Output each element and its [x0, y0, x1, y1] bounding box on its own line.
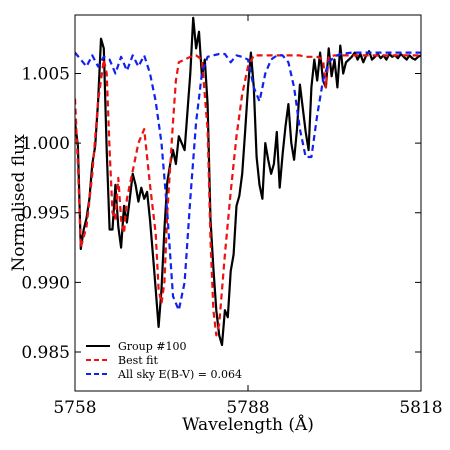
legend-label: Group #100 [118, 340, 187, 353]
y-axis-label: Normalised flux [9, 134, 29, 272]
x-tick-label: 5818 [399, 398, 442, 418]
y-tick-label: 1.005 [21, 64, 70, 84]
plot-frame [74, 14, 422, 392]
y-tick-label: 1.000 [21, 134, 70, 154]
series-lines [75, 16, 421, 347]
x-tick-label: 5758 [53, 398, 96, 418]
y-tick-label: 0.990 [21, 273, 70, 293]
legend-label: Best fit [118, 354, 158, 367]
x-axis-label: Wavelength (Å) [182, 414, 314, 435]
series-line-3 [75, 51, 421, 312]
axis-ticks: 5758 5788 5818 0.985 0.990 0.995 1.000 1.005 [21, 15, 443, 418]
x-tick-label: 5788 [226, 398, 269, 418]
y-tick-label: 0.995 [21, 204, 70, 224]
y-tick-label: 0.985 [21, 343, 70, 363]
series-line-1 [75, 16, 421, 347]
legend-label: All sky E(B-V) = 0.064 [117, 368, 242, 381]
